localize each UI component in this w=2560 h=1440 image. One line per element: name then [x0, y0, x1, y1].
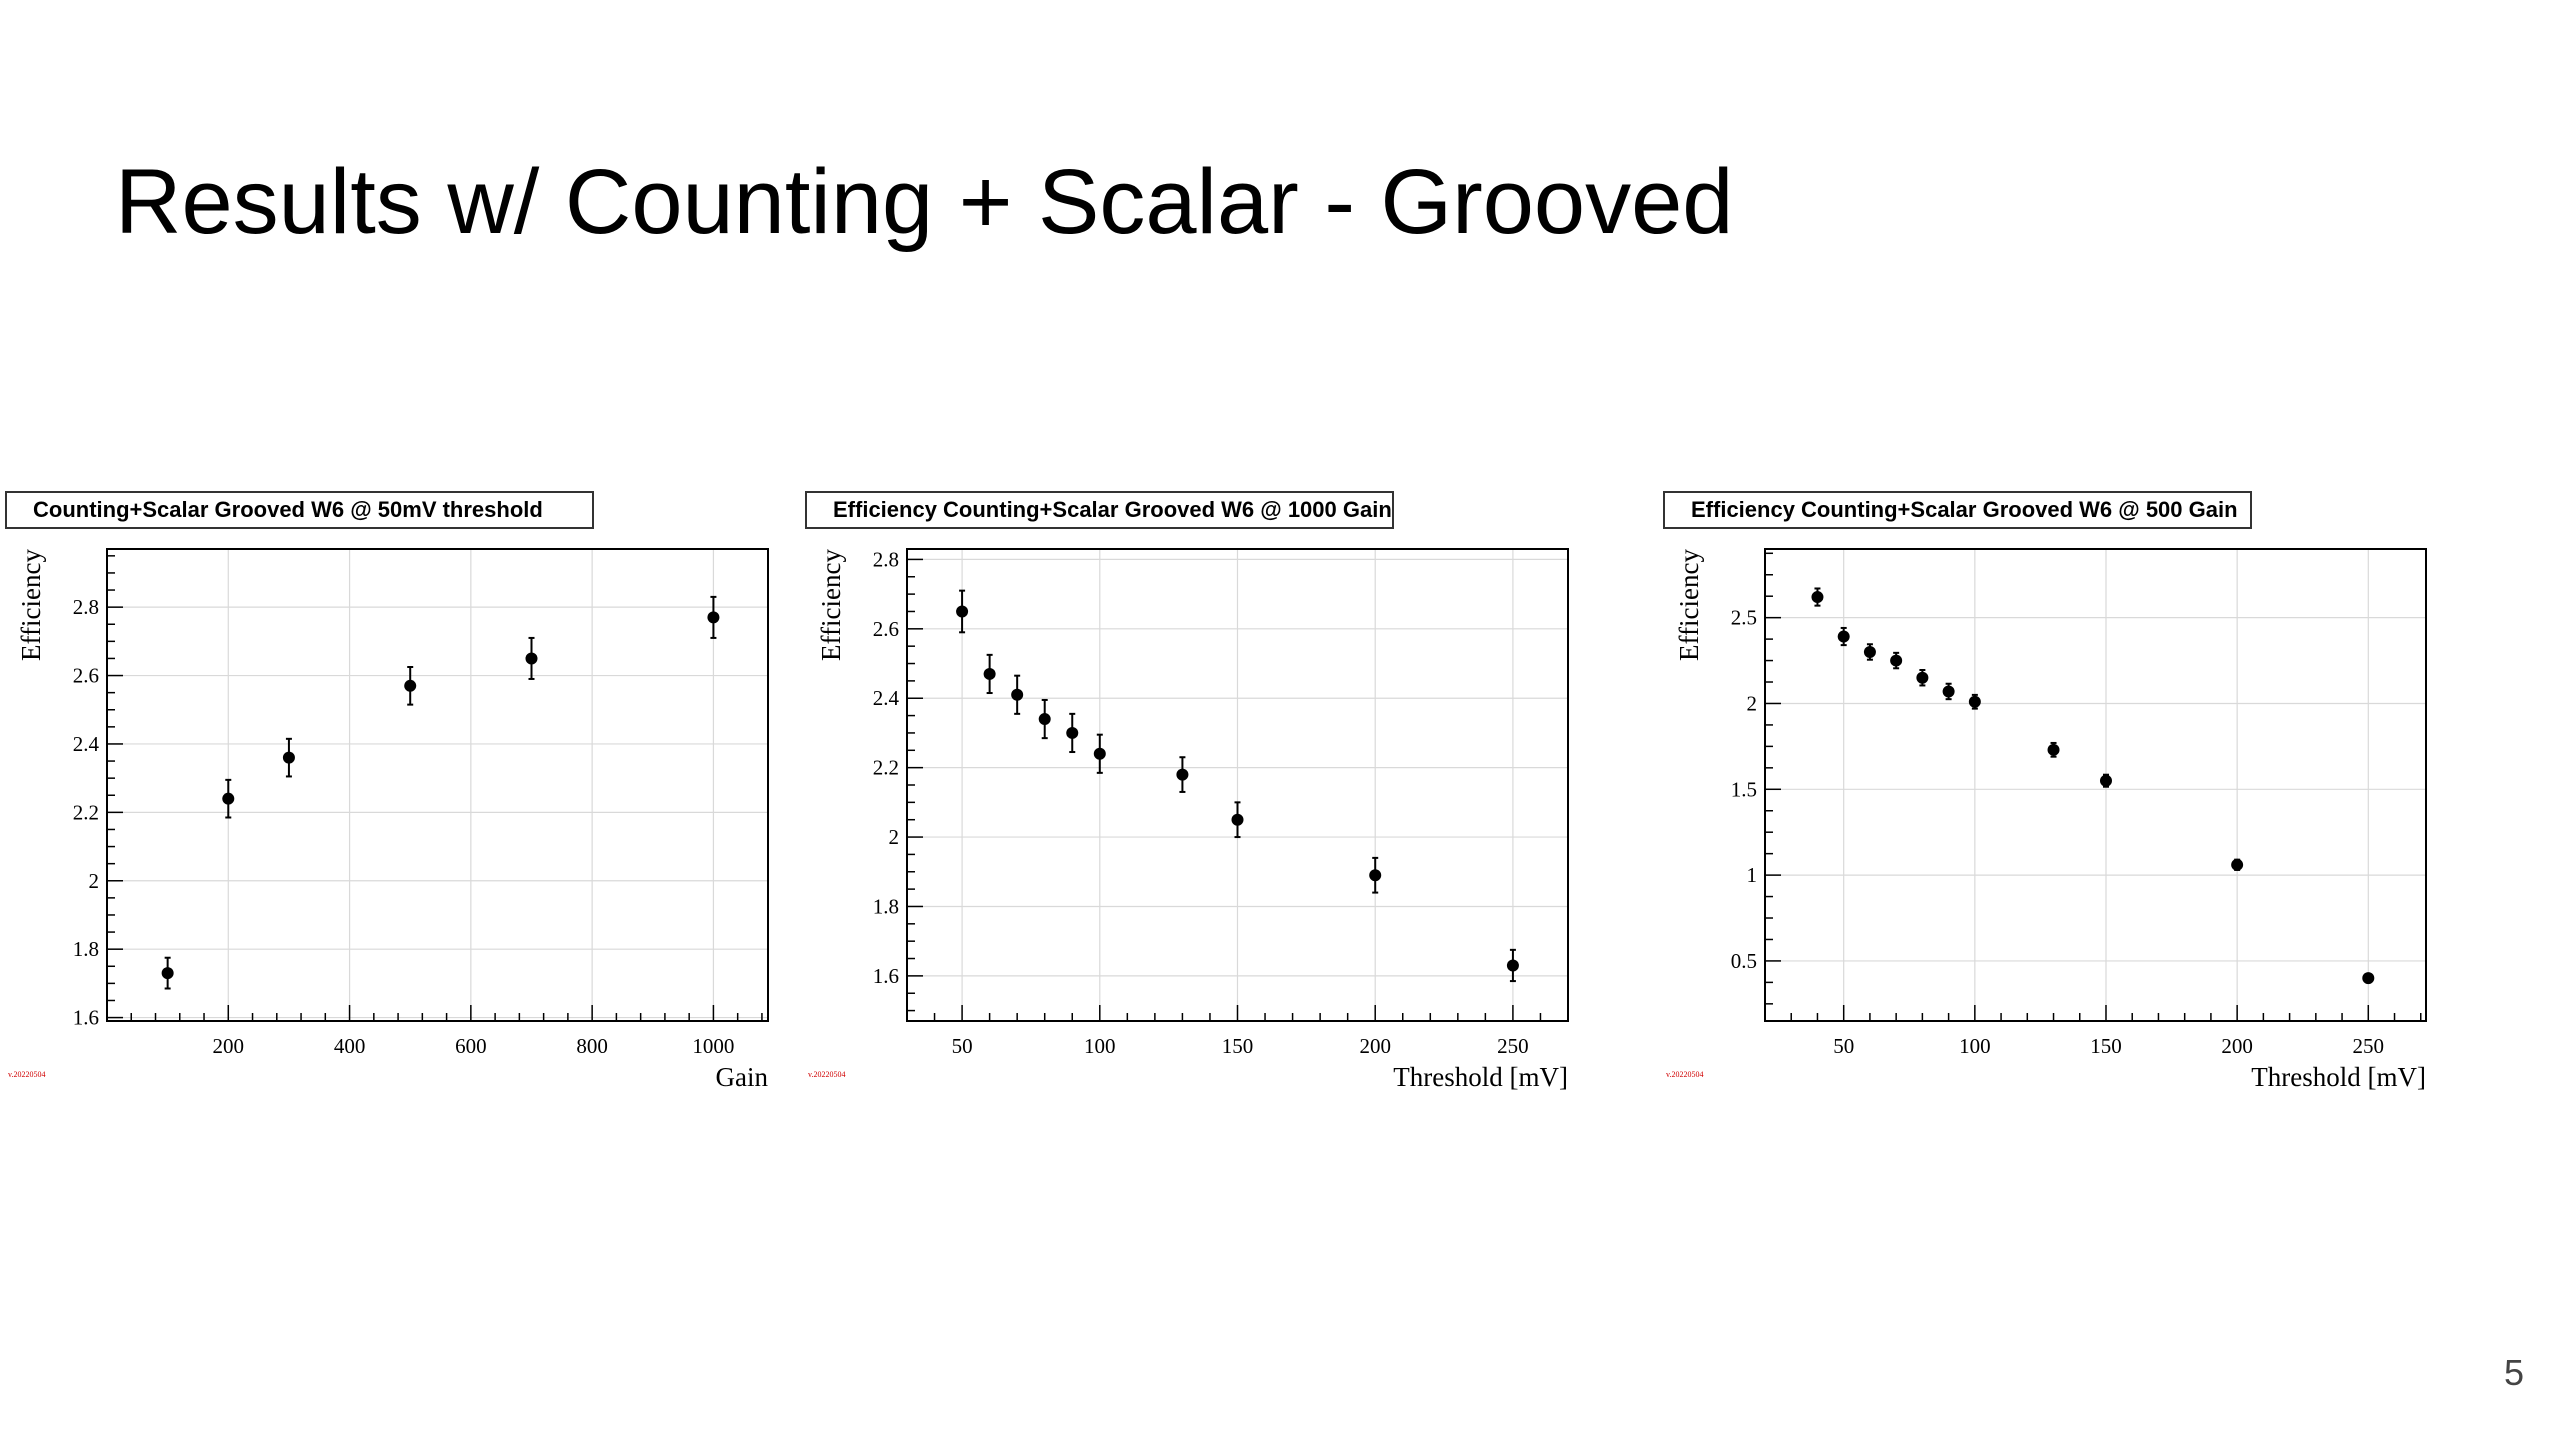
- chart-title-box: [1663, 491, 2252, 529]
- version-stamp: v.20220504: [8, 1070, 45, 1079]
- chart-threshold-1000-gain: Efficiency Counting+Scalar Grooved W6 @ …: [805, 491, 1569, 1092]
- x-tick-label: 150: [2090, 1034, 2122, 1058]
- data-point: [161, 967, 174, 980]
- y-tick-label: 1.5: [1731, 777, 1757, 801]
- data-point: [956, 605, 969, 618]
- x-tick-label: 50: [952, 1034, 973, 1058]
- data-point: [707, 611, 720, 624]
- y-tick-label: 2.4: [873, 686, 900, 710]
- chart-gain-50mv: Counting+Scalar Grooved W6 @ 50mV thresh…: [5, 491, 769, 1092]
- version-stamp: v.20220504: [1666, 1070, 1703, 1079]
- data-point: [1369, 869, 1382, 882]
- y-tick-label: 1.8: [873, 894, 899, 918]
- data-point: [222, 792, 235, 805]
- y-tick-label: 1.6: [73, 1006, 99, 1030]
- data-point: [1231, 813, 1244, 826]
- y-tick-label: 2.2: [73, 800, 99, 824]
- plot-frame: [1764, 548, 2427, 1022]
- data-point: [2362, 972, 2375, 985]
- chart-title-box: [5, 491, 594, 529]
- y-axis-label: Efficiency: [1674, 549, 1704, 661]
- chart-title: Efficiency Counting+Scalar Grooved W6 @ …: [1691, 497, 2238, 522]
- data-point: [1916, 671, 1929, 684]
- y-tick-label: 1: [1747, 863, 1758, 887]
- y-tick-label: 2.2: [873, 756, 899, 780]
- data-point: [1837, 630, 1850, 643]
- x-tick-label: 250: [1497, 1034, 1529, 1058]
- x-tick-label: 200: [213, 1034, 245, 1058]
- chart-title-box: [805, 491, 1394, 529]
- y-tick-label: 0.5: [1731, 949, 1757, 973]
- y-tick-label: 2.6: [73, 664, 99, 688]
- x-tick-label: 100: [1959, 1034, 1991, 1058]
- y-tick-label: 1.8: [73, 937, 99, 961]
- y-tick-label: 2.5: [1731, 606, 1757, 630]
- version-stamp: v.20220504: [808, 1070, 845, 1079]
- plot-frame: [106, 548, 769, 1022]
- x-axis-label: Gain: [716, 1062, 769, 1092]
- x-axis-label: Threshold [mV]: [1393, 1062, 1568, 1092]
- x-tick-label: 250: [2353, 1034, 2385, 1058]
- y-tick-label: 2: [89, 869, 100, 893]
- data-point: [983, 667, 996, 680]
- y-axis-label: Efficiency: [816, 549, 846, 661]
- data-point: [1942, 685, 1955, 698]
- data-point: [1176, 768, 1189, 781]
- data-point: [1811, 591, 1824, 604]
- y-tick-label: 2: [889, 825, 900, 849]
- x-tick-label: 400: [334, 1034, 366, 1058]
- chart-title: Efficiency Counting+Scalar Grooved W6 @ …: [833, 497, 1392, 522]
- chart-title: Counting+Scalar Grooved W6 @ 50mV thresh…: [33, 497, 543, 522]
- y-tick-label: 2.6: [873, 617, 899, 641]
- x-axis-label: Threshold [mV]: [2251, 1062, 2426, 1092]
- x-tick-label: 800: [576, 1034, 608, 1058]
- page-number: 5: [2503, 1352, 2524, 1393]
- data-point: [1066, 726, 1079, 739]
- data-point: [2099, 774, 2112, 787]
- y-tick-label: 2.8: [73, 595, 99, 619]
- x-tick-label: 200: [1359, 1034, 1391, 1058]
- data-point: [1863, 645, 1876, 658]
- y-axis-label: Efficiency: [16, 549, 46, 661]
- data-point: [1968, 695, 1981, 708]
- data-point: [1506, 959, 1519, 972]
- y-tick-label: 1.6: [873, 964, 899, 988]
- data-point: [525, 652, 538, 665]
- data-point: [2231, 858, 2244, 871]
- x-tick-label: 100: [1084, 1034, 1116, 1058]
- slide-title: Results w/ Counting + Scalar - Grooved: [115, 151, 1734, 253]
- data-point: [2047, 743, 2060, 756]
- y-tick-label: 2.8: [873, 547, 899, 571]
- y-tick-label: 2.4: [73, 732, 100, 756]
- x-tick-label: 600: [455, 1034, 487, 1058]
- data-point: [404, 679, 417, 692]
- x-tick-label: 200: [2221, 1034, 2253, 1058]
- x-tick-label: 150: [1222, 1034, 1254, 1058]
- data-point: [1890, 654, 1903, 667]
- data-point: [1011, 688, 1024, 701]
- x-tick-label: 50: [1833, 1034, 1854, 1058]
- data-point: [282, 751, 295, 764]
- data-point: [1038, 713, 1051, 726]
- y-tick-label: 2: [1747, 691, 1758, 715]
- chart-threshold-500-gain: Efficiency Counting+Scalar Grooved W6 @ …: [1663, 491, 2427, 1092]
- data-point: [1093, 747, 1106, 760]
- x-tick-label: 1000: [692, 1034, 734, 1058]
